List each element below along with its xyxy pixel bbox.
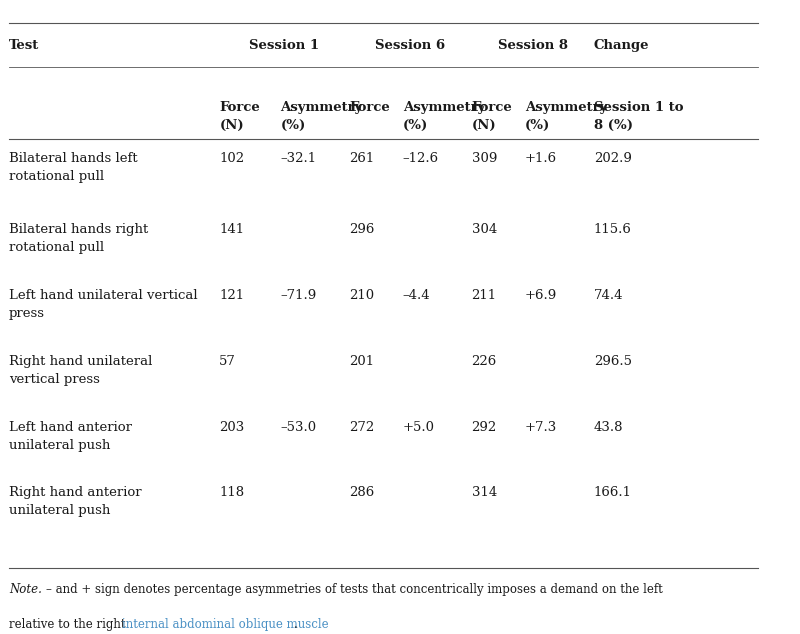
Text: – and + sign denotes percentage asymmetries of tests that concentrically imposes: – and + sign denotes percentage asymmetr… bbox=[46, 583, 662, 596]
Text: 115.6: 115.6 bbox=[594, 223, 632, 236]
Text: 292: 292 bbox=[471, 420, 497, 434]
Text: Asymmetry
(%): Asymmetry (%) bbox=[525, 101, 607, 131]
Text: 309: 309 bbox=[471, 152, 497, 164]
Text: 296: 296 bbox=[350, 223, 374, 236]
Text: Force
(N): Force (N) bbox=[471, 101, 512, 131]
Text: 203: 203 bbox=[219, 420, 245, 434]
Text: Force
(N): Force (N) bbox=[219, 101, 260, 131]
Text: –32.1: –32.1 bbox=[281, 152, 317, 164]
Text: 166.1: 166.1 bbox=[594, 486, 632, 499]
Text: .: . bbox=[294, 618, 298, 631]
Text: Session 8: Session 8 bbox=[498, 39, 568, 52]
Text: 141: 141 bbox=[219, 223, 244, 236]
Text: Bilateral hands left
rotational pull: Bilateral hands left rotational pull bbox=[9, 152, 138, 183]
Text: +6.9: +6.9 bbox=[525, 289, 558, 302]
Text: Force: Force bbox=[350, 101, 390, 115]
Text: 43.8: 43.8 bbox=[594, 420, 623, 434]
Text: +5.0: +5.0 bbox=[402, 420, 434, 434]
Text: Asymmetry
(%): Asymmetry (%) bbox=[402, 101, 485, 131]
Text: relative to the right: relative to the right bbox=[9, 618, 130, 631]
Text: 74.4: 74.4 bbox=[594, 289, 623, 302]
Text: 304: 304 bbox=[471, 223, 497, 236]
Text: –4.4: –4.4 bbox=[402, 289, 430, 302]
Text: Asymmetry
(%): Asymmetry (%) bbox=[281, 101, 363, 131]
Text: Session 1 to
8 (%): Session 1 to 8 (%) bbox=[594, 101, 683, 131]
Text: Session 6: Session 6 bbox=[375, 39, 446, 52]
Text: 102: 102 bbox=[219, 152, 244, 164]
Text: 296.5: 296.5 bbox=[594, 355, 632, 368]
Text: 118: 118 bbox=[219, 486, 244, 499]
Text: Bilateral hands right
rotational pull: Bilateral hands right rotational pull bbox=[9, 223, 148, 254]
Text: Session 1: Session 1 bbox=[249, 39, 319, 52]
Text: Right hand anterior
unilateral push: Right hand anterior unilateral push bbox=[9, 486, 142, 517]
Text: 211: 211 bbox=[471, 289, 497, 302]
Text: 272: 272 bbox=[350, 420, 374, 434]
Text: Left hand anterior
unilateral push: Left hand anterior unilateral push bbox=[9, 420, 132, 451]
Text: 210: 210 bbox=[350, 289, 374, 302]
Text: 201: 201 bbox=[350, 355, 374, 368]
Text: internal abdominal oblique muscle: internal abdominal oblique muscle bbox=[122, 618, 329, 631]
Text: –12.6: –12.6 bbox=[402, 152, 439, 164]
Text: 286: 286 bbox=[350, 486, 374, 499]
Text: Left hand unilateral vertical
press: Left hand unilateral vertical press bbox=[9, 289, 198, 320]
Text: 202.9: 202.9 bbox=[594, 152, 632, 164]
Text: Note.: Note. bbox=[9, 583, 42, 596]
Text: 226: 226 bbox=[471, 355, 497, 368]
Text: +1.6: +1.6 bbox=[525, 152, 558, 164]
Text: 314: 314 bbox=[471, 486, 497, 499]
Text: –71.9: –71.9 bbox=[281, 289, 317, 302]
Text: +7.3: +7.3 bbox=[525, 420, 558, 434]
Text: –53.0: –53.0 bbox=[281, 420, 317, 434]
Text: Test: Test bbox=[9, 39, 39, 52]
Text: Change: Change bbox=[594, 39, 650, 52]
Text: Right hand unilateral
vertical press: Right hand unilateral vertical press bbox=[9, 355, 153, 386]
Text: 121: 121 bbox=[219, 289, 244, 302]
Text: 261: 261 bbox=[350, 152, 374, 164]
Text: 57: 57 bbox=[219, 355, 236, 368]
